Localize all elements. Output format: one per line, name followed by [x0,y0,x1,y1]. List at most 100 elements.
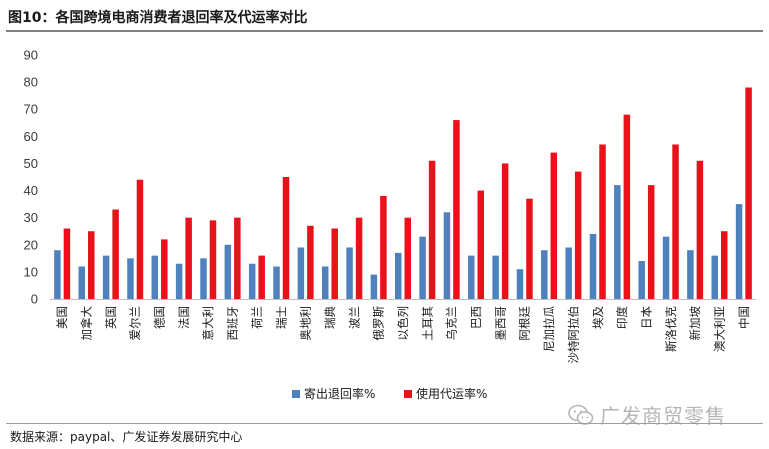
bar-return-rate [492,255,499,299]
bar-return-rate [78,266,86,299]
x-category-label: 新加坡 [688,306,702,341]
x-axis: 美国 加拿大 英国 爱尔兰 德国 法国 意大利 西班牙 荷兰 瑞士 奥地利 瑞典 波兰 俄罗斯 以色列 土耳其… [50,299,756,364]
bar-return-rate [589,233,597,299]
x-category-label: 俄罗斯 [372,306,386,341]
bar-return-rate [127,258,134,299]
wechat-icon [568,404,594,425]
bar-forwarding-rate [136,179,144,299]
bar-return-rate [711,255,718,299]
bar-return-rate [224,244,232,299]
bar-forwarding-rate [623,114,631,300]
legend-label: 寄出退回率% [304,386,375,401]
x-category-label: 斯洛伐克 [664,306,678,352]
x-category-label: 美国 [55,306,69,329]
x-category-label: 巴西 [469,306,483,329]
bar-forwarding-rate [380,195,387,299]
x-category-label: 墨西哥 [493,306,507,341]
source-divider [6,423,763,424]
bar-forwarding-rate [404,217,411,299]
chart-title: 图10：各国跨境电商消费者退回率及代运率对比 [8,10,308,26]
bar-return-rate [638,261,645,299]
bar-forwarding-rate [599,144,606,299]
y-tick-label: 20 [24,237,38,252]
bar-return-rate [687,250,694,299]
x-category-label: 瑞典 [323,306,337,329]
bar-return-rate [419,236,426,299]
x-category-label: 沙特阿拉伯 [566,306,580,364]
bar-forwarding-rate [209,220,217,299]
bar-forwarding-rate [234,217,241,299]
bar-return-rate [102,255,110,299]
bar-return-rate [370,274,378,299]
watermark: 广发商贸零售 [568,400,726,429]
title-bar: 图10：各国跨境电商消费者退回率及代运率对比 [6,4,763,32]
bars [54,87,752,300]
y-tick-label: 70 [24,102,38,117]
bar-forwarding-rate [720,231,728,299]
bar-return-rate [151,255,159,299]
bar-forwarding-rate [574,171,582,299]
bar-forwarding-rate [307,225,314,299]
x-category-label: 法国 [177,306,191,329]
bar-forwarding-rate [331,228,338,299]
bar-return-rate [565,247,572,299]
x-category-label: 瑞士 [274,306,288,329]
bar-forwarding-rate [258,255,265,299]
bar-forwarding-rate [428,160,436,299]
bar-forwarding-rate [696,160,704,299]
bar-return-rate [346,247,353,299]
x-category-label: 乌克兰 [445,306,459,341]
bar-forwarding-rate [185,217,192,299]
x-category-label: 德国 [153,306,167,329]
x-category-label: 澳大利亚 [712,306,726,352]
x-category-label: 英国 [104,306,118,329]
bar-forwarding-rate [63,228,71,299]
x-category-label: 印度 [615,306,629,329]
bar-return-rate [200,258,207,299]
bar-forwarding-rate [477,190,485,299]
bar-return-rate [614,185,621,299]
bar-return-rate [54,250,61,299]
legend-label: 使用代运率% [416,386,487,401]
bar-forwarding-rate [355,217,363,299]
legend: 寄出退回率% 使用代运率% [292,386,487,401]
y-tick-label: 40 [24,183,38,198]
y-tick-label: 0 [31,292,38,307]
bar-forwarding-rate [672,144,679,299]
y-tick-label: 30 [24,210,38,225]
bar-forwarding-rate [745,87,752,300]
y-tick-label: 60 [24,129,38,144]
x-category-label: 阿根廷 [518,306,532,341]
bar-return-rate [541,250,548,299]
legend-swatch [292,390,300,398]
bar-forwarding-rate [282,177,290,299]
bar-return-rate [175,263,183,299]
x-category-label: 日本 [639,306,653,329]
x-category-label: 荷兰 [250,306,264,329]
bar-return-rate [516,269,524,299]
y-tick-label: 90 [24,48,38,63]
bar-forwarding-rate [112,209,119,299]
bar-return-rate [395,252,402,299]
bar-return-rate [248,263,256,299]
x-category-label: 意大利 [201,306,215,341]
bar-return-rate [297,247,305,299]
bar-forwarding-rate [453,120,460,299]
bar-return-rate [273,266,280,299]
bar-return-rate [468,255,475,299]
x-category-label: 西班牙 [226,306,240,341]
bar-forwarding-rate [161,239,168,299]
x-category-label: 奥地利 [299,306,313,341]
x-category-label: 加拿大 [80,306,94,341]
bar-forwarding-rate [501,163,509,299]
y-tick-label: 80 [24,75,38,90]
watermark-text: 广发商贸零售 [600,404,726,428]
x-category-label: 以色列 [396,306,410,341]
y-tick-label: 50 [24,156,38,171]
bar-return-rate [735,204,743,299]
x-category-label: 中国 [737,306,751,329]
x-category-label: 埃及 [591,306,605,329]
x-category-label: 爱尔兰 [128,306,142,341]
y-axis: 0 10 20 30 40 50 60 70 80 90 [24,48,38,307]
